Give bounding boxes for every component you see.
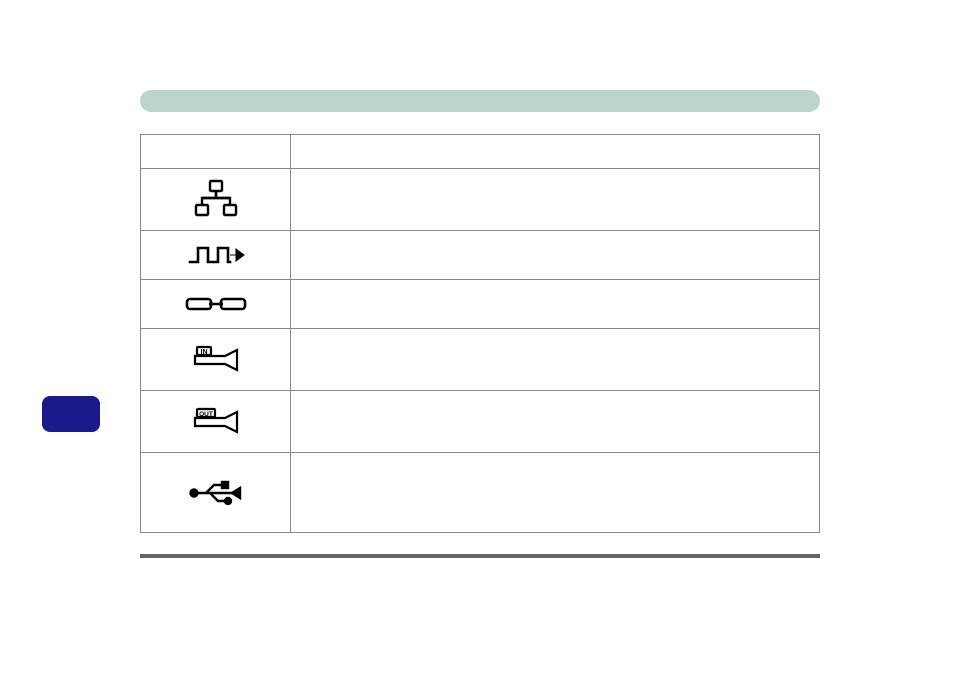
table-cell-desc [291, 231, 820, 280]
usb-icon [156, 469, 276, 517]
svg-text:IN: IN [200, 349, 207, 356]
header-desc-col [291, 135, 820, 169]
table-cell-desc [291, 391, 820, 453]
table-header-row [141, 135, 820, 169]
table-row [141, 453, 820, 533]
table-row [141, 231, 820, 280]
footer-rule [140, 554, 820, 558]
table-row: OUT [141, 391, 820, 453]
table-row [141, 169, 820, 231]
table-cell-desc [291, 280, 820, 329]
table-row: IN [141, 329, 820, 391]
camera-in-icon: IN [156, 336, 276, 384]
table-row [141, 280, 820, 329]
chain-link-icon [156, 280, 276, 328]
table-cell-desc [291, 453, 820, 533]
section-title-bar [140, 90, 820, 112]
header-icon-col [141, 135, 291, 169]
icon-reference-table: IN OUT [140, 134, 820, 533]
svg-text:OUT: OUT [199, 411, 213, 418]
table-cell-desc [291, 169, 820, 231]
camera-out-icon: OUT [156, 398, 276, 446]
network-icon [156, 175, 276, 223]
pulse-out-icon [156, 231, 276, 279]
side-tab [42, 396, 100, 432]
table-cell-desc [291, 329, 820, 391]
